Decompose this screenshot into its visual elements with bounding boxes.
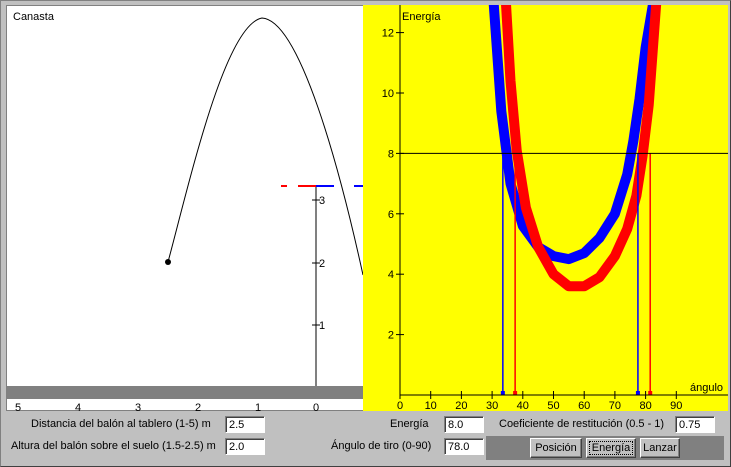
restitution-label: Coeficiente de restitución (0.5 - 1) <box>499 418 665 430</box>
energy-input[interactable] <box>444 416 484 433</box>
distance-tick-label: 1 <box>255 402 261 414</box>
energy-curve-series-1 <box>501 5 662 292</box>
chart-x-tick-label: 70 <box>609 400 621 411</box>
chart-y-tick-label: 8 <box>388 148 394 160</box>
ball-trajectory <box>167 17 364 276</box>
intersection-marker-1 <box>648 391 653 395</box>
distance-tick-label: 3 <box>135 402 141 414</box>
distance-axis: 5 4 3 2 1 0 <box>15 402 319 414</box>
chart-title: Energía <box>402 11 441 23</box>
energy-button[interactable]: Energía <box>586 438 636 458</box>
distance-tick-label: 2 <box>195 402 201 414</box>
height-tick-label: 1 <box>319 320 325 332</box>
intersection-marker-0 <box>635 391 640 395</box>
floor <box>7 386 363 399</box>
distance-tick-label: 5 <box>15 402 21 414</box>
position-button[interactable]: Posición <box>530 438 582 458</box>
distance-tick-label: 0 <box>313 402 319 414</box>
intersection-lines <box>500 153 653 395</box>
height-input[interactable] <box>225 438 265 455</box>
chart-y-tick-label: 2 <box>388 330 394 342</box>
distance-label: Distancia del balón al tablero (1-5) m <box>31 418 211 430</box>
distance-tick-label: 4 <box>75 402 81 414</box>
chart-x-tick-label: 60 <box>578 400 590 411</box>
chart-x-tick-label: 20 <box>455 400 467 411</box>
restitution-input[interactable] <box>675 416 715 433</box>
angle-input[interactable] <box>444 438 484 455</box>
chart-y-tick-label: 4 <box>388 269 394 281</box>
chart-y-tick-label: 6 <box>388 209 394 221</box>
distance-input[interactable] <box>225 416 265 433</box>
intersection-marker-0 <box>500 391 505 395</box>
chart-x-tick-label: 40 <box>517 400 529 411</box>
chart-y-tick-label: 12 <box>382 28 394 40</box>
chart-y-ticks: 2 4 6 8 10 12 <box>382 28 404 342</box>
chart-y-tick-label: 10 <box>382 88 394 100</box>
chart-background <box>363 5 728 411</box>
launch-button[interactable]: Lanzar <box>640 438 680 458</box>
height-axis: 1 2 3 <box>312 195 325 332</box>
chart-x-tick-label: 50 <box>547 400 559 411</box>
energy-chart: 2 4 6 8 10 12 0 10 20 30 40 50 60 70 80 90 Energía áng… <box>363 5 728 411</box>
chart-x-ticks: 0 10 20 30 40 50 60 70 80 90 <box>397 391 682 411</box>
height-tick-label: 2 <box>319 258 325 270</box>
chart-x-tick-label: 0 <box>397 400 403 411</box>
ball[interactable] <box>165 259 171 265</box>
simulation-title: Canasta <box>13 11 54 23</box>
intersection-marker-1 <box>513 391 518 395</box>
chart-x-label: ángulo <box>690 382 723 394</box>
chart-x-tick-label: 30 <box>486 400 498 411</box>
chart-x-tick-label: 10 <box>425 400 437 411</box>
chart-x-tick-label: 80 <box>639 400 651 411</box>
energy-label: Energía <box>390 418 429 430</box>
angle-label: Ángulo de tiro (0-90) <box>331 440 432 452</box>
chart-x-tick-label: 90 <box>670 400 682 411</box>
height-label: Altura del balón sobre el suelo (1.5-2.5… <box>11 440 216 452</box>
height-tick-label: 3 <box>319 195 325 207</box>
